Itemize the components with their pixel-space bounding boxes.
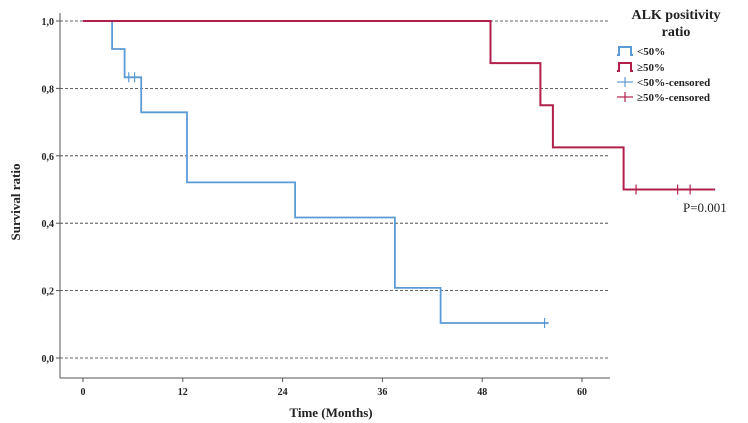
x-tick-label: 48 (477, 387, 487, 398)
survival-line-ge50 (83, 20, 716, 191)
axes: 0,0 0,2 0,4 0,6 0,8 1,0 0 12 24 36 48 60 (42, 13, 610, 398)
y-tick-label: 0,6 (42, 152, 55, 163)
x-tick-label: 60 (577, 387, 587, 398)
x-tick-label: 12 (178, 387, 188, 398)
x-axis-title: Time (Months) (289, 405, 372, 420)
series-layer (83, 20, 716, 328)
y-tick-label: 0,0 (42, 354, 55, 365)
survival-line-lt50 (83, 20, 549, 324)
grid-lines (60, 20, 610, 359)
legend-label: ≥50%-censored (637, 92, 710, 104)
y-tick-label: 0,4 (42, 219, 55, 230)
y-tick-label: 0,8 (42, 84, 55, 95)
x-tick-label: 36 (377, 387, 387, 398)
legend-title: ALK positivity ratio (631, 8, 720, 40)
legend-swatch-ge50 (617, 62, 633, 72)
y-tick-label: 1,0 (42, 17, 55, 28)
legend-label: <50%-censored (637, 77, 710, 89)
legend: ALK positivity ratio <50% ≥50% <50%-censored… (617, 8, 721, 104)
y-tick-label: 0,2 (42, 287, 55, 298)
y-axis-title: Survival ratio (8, 164, 23, 241)
x-tick-label: 0 (81, 387, 86, 398)
legend-label: ≥50% (637, 62, 665, 74)
legend-swatch-lt50 (617, 46, 633, 56)
p-value-annotation: P=0.001 (683, 200, 727, 215)
legend-label: <50% (637, 46, 665, 58)
x-tick-label: 24 (278, 387, 288, 398)
